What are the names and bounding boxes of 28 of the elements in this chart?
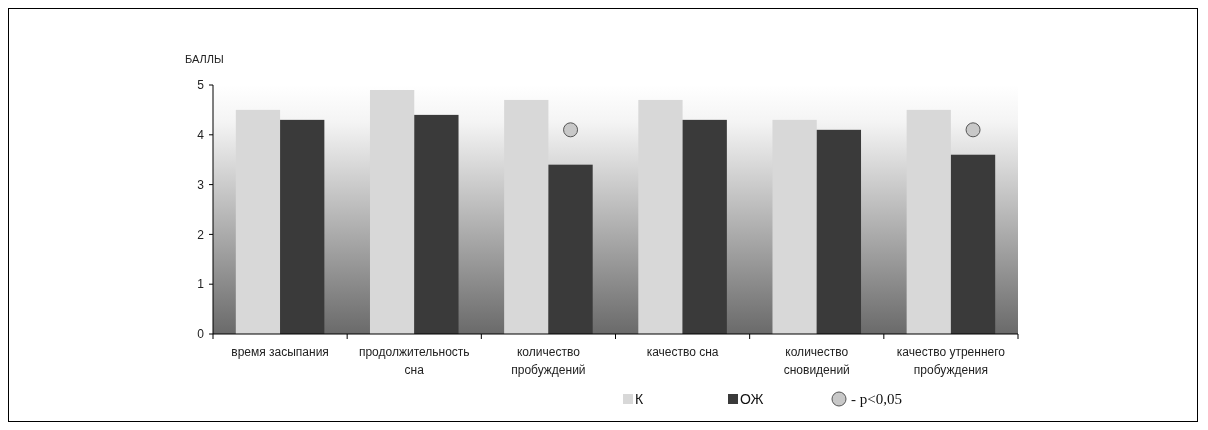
bar <box>235 109 281 334</box>
bar <box>682 119 727 334</box>
bar <box>369 89 415 334</box>
x-tick-label: количество пробуждений <box>511 345 586 377</box>
bar <box>950 154 996 334</box>
x-tick-label: время засыпания <box>231 345 329 359</box>
x-tick-label: количество сновидений <box>783 345 850 377</box>
y-tick-label: 2 <box>197 227 205 242</box>
legend-label: ОЖ <box>740 390 764 407</box>
y-tick-label: 4 <box>197 128 205 142</box>
bar <box>638 99 683 334</box>
legend-label: К <box>635 390 644 407</box>
bar <box>772 119 817 334</box>
y-tick-label: 3 <box>197 177 205 192</box>
y-axis-title: БАЛЛЫ <box>185 53 224 65</box>
bar <box>816 129 862 334</box>
bar <box>548 164 593 334</box>
bar <box>414 114 459 334</box>
y-tick-label: 5 <box>197 78 205 93</box>
x-tick-label: качество утреннего пробуждения <box>896 345 1006 377</box>
bar <box>906 109 951 334</box>
y-tick-label: 1 <box>197 277 205 292</box>
x-tick-label: качество сна <box>646 345 719 359</box>
bar <box>504 99 549 334</box>
x-tick-label: продолжительность сна <box>358 345 470 377</box>
y-tick-label: 0 <box>197 327 205 342</box>
bar <box>280 119 325 334</box>
legend-label: - p<0,05 <box>851 391 902 408</box>
